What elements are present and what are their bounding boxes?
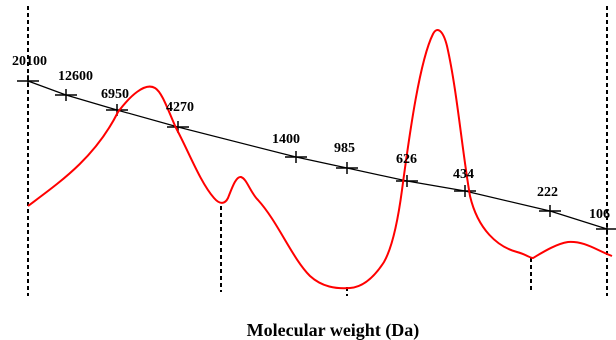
calibration-curve-group	[17, 75, 616, 235]
mw-label-106: 106	[589, 207, 610, 222]
mw-label-4270: 4270	[166, 100, 194, 115]
chromatogram-trace	[27, 29, 613, 290]
x-axis-title: Molecular weight (Da)	[247, 320, 420, 340]
mw-label-222: 222	[537, 185, 558, 200]
mw-label-6950: 6950	[101, 87, 129, 102]
mw-label-1400: 1400	[272, 132, 300, 147]
mw-labels-group: 20100 12600 6950 4270 1400 985 626 434 222 106	[12, 54, 610, 222]
calibration-line	[27, 80, 608, 230]
mw-label-434: 434	[453, 167, 474, 182]
chromatogram-trace-group	[27, 29, 613, 290]
mw-label-985: 985	[334, 141, 355, 156]
mw-label-626: 626	[396, 152, 417, 167]
mw-label-20100: 20100	[12, 54, 47, 69]
mw-label-12600: 12600	[58, 69, 93, 84]
